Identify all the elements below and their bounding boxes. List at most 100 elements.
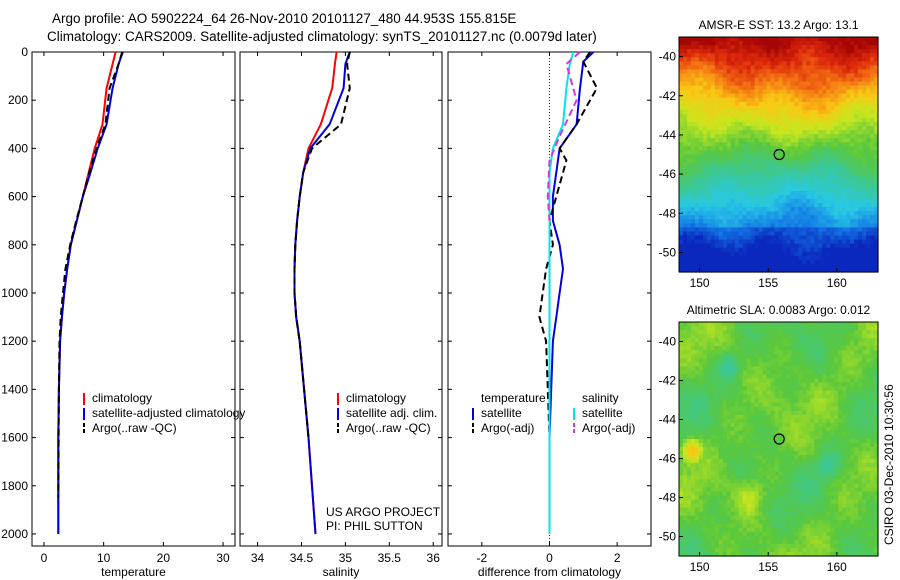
heatmap-cell [778, 439, 784, 444]
heatmap-cell [834, 93, 839, 99]
heatmap-cell [726, 142, 732, 147]
heatmap-cell [802, 146, 807, 152]
heatmap-cell [782, 398, 788, 404]
heatmap-cell [830, 45, 835, 50]
heatmap-cell [798, 118, 803, 123]
heatmap-cell [766, 203, 772, 208]
heatmap-cell [822, 342, 827, 347]
heatmap-cell [702, 105, 708, 111]
heatmap-cell [846, 479, 851, 484]
heatmap-cell [862, 247, 867, 253]
heatmap-cell [798, 243, 803, 249]
heatmap-cell [770, 447, 776, 452]
heatmap-cell [774, 430, 780, 436]
heatmap-cell [790, 451, 796, 456]
heatmap-cell [754, 459, 760, 464]
heatmap-cell [810, 113, 815, 119]
heatmap-cell [866, 186, 871, 192]
heatmap-cell [862, 350, 867, 355]
heatmap-cell [790, 49, 796, 54]
heatmap-cell [818, 239, 823, 245]
heatmap-cell [798, 443, 803, 448]
heatmap-cell [798, 170, 803, 176]
heatmap-cell [762, 162, 768, 168]
heatmap-cell [838, 231, 843, 237]
heatmap-cell [750, 166, 756, 172]
heatmap-cell [866, 455, 871, 460]
heatmap-cell [758, 61, 764, 66]
heatmap-cell [702, 41, 708, 46]
heatmap-cell [874, 126, 879, 131]
heatmap-cell [862, 346, 867, 351]
heatmap-cell [778, 182, 784, 188]
heatmap-cell [834, 247, 839, 253]
heatmap-cell [750, 378, 756, 384]
heatmap-cell [850, 322, 855, 327]
heatmap-cell [734, 346, 740, 351]
heatmap-cell [758, 219, 764, 224]
heatmap-cell [718, 69, 724, 75]
heatmap-cell [682, 410, 688, 416]
heatmap-cell [718, 97, 724, 103]
heatmap-cell [810, 447, 815, 452]
heatmap-cell [786, 122, 792, 127]
heatmap-cell [854, 97, 859, 103]
heatmap-cell [762, 53, 768, 58]
heatmap-cell [722, 358, 728, 363]
heatmap-cell [706, 479, 712, 484]
x-tick-label: 150 [690, 276, 710, 290]
heatmap-cell [770, 255, 776, 261]
heatmap-cell [758, 334, 764, 339]
heatmap-cell [786, 41, 792, 46]
heatmap-cell [730, 134, 736, 139]
heatmap-cell [870, 439, 875, 444]
heatmap-cell [702, 479, 708, 484]
heatmap-cell [790, 402, 796, 408]
heatmap-cell [722, 439, 728, 444]
heatmap-cell [718, 93, 724, 99]
heatmap-cell [690, 463, 696, 468]
heatmap-cell [762, 190, 768, 196]
heatmap-cell [766, 439, 772, 444]
heatmap-cell [806, 154, 811, 160]
heatmap-cell [874, 471, 879, 476]
heatmap-cell [842, 89, 847, 95]
heatmap-cell [834, 126, 839, 131]
heatmap-cell [758, 406, 764, 412]
heatmap-cell [870, 118, 875, 123]
heatmap-cell [679, 475, 684, 480]
heatmap-cell [758, 162, 764, 168]
heatmap-cell [858, 41, 863, 46]
heatmap-cell [846, 190, 851, 196]
heatmap-cell [826, 451, 831, 456]
heatmap-cell [698, 243, 704, 249]
heatmap-cell [738, 451, 744, 456]
heatmap-cell [726, 370, 732, 376]
heatmap-cell [706, 410, 712, 416]
heatmap-cell [842, 190, 847, 196]
heatmap-cell [842, 146, 847, 152]
heatmap-cell [866, 255, 871, 261]
heatmap-cell [858, 223, 863, 229]
heatmap-cell [746, 231, 752, 237]
heatmap-cell [790, 374, 796, 380]
heatmap-cell [794, 166, 799, 172]
heatmap-cell [822, 390, 827, 396]
heatmap-cell [714, 330, 720, 335]
heatmap-cell [686, 158, 692, 164]
heatmap-cell [726, 326, 732, 331]
heatmap-cell [730, 342, 736, 347]
heatmap-cell [734, 97, 740, 103]
heatmap-cell [826, 334, 831, 339]
heatmap-cell [746, 386, 752, 392]
heatmap-cell [714, 354, 720, 359]
heatmap-cell [814, 259, 819, 265]
heatmap-cell [826, 475, 831, 480]
heatmap-cell [818, 150, 823, 156]
heatmap-cell [730, 330, 736, 335]
heatmap-cell [686, 219, 692, 224]
heatmap-cell [718, 166, 724, 172]
heatmap-cell [806, 174, 811, 180]
heatmap-cell [722, 89, 728, 95]
heatmap-cell [810, 342, 815, 347]
